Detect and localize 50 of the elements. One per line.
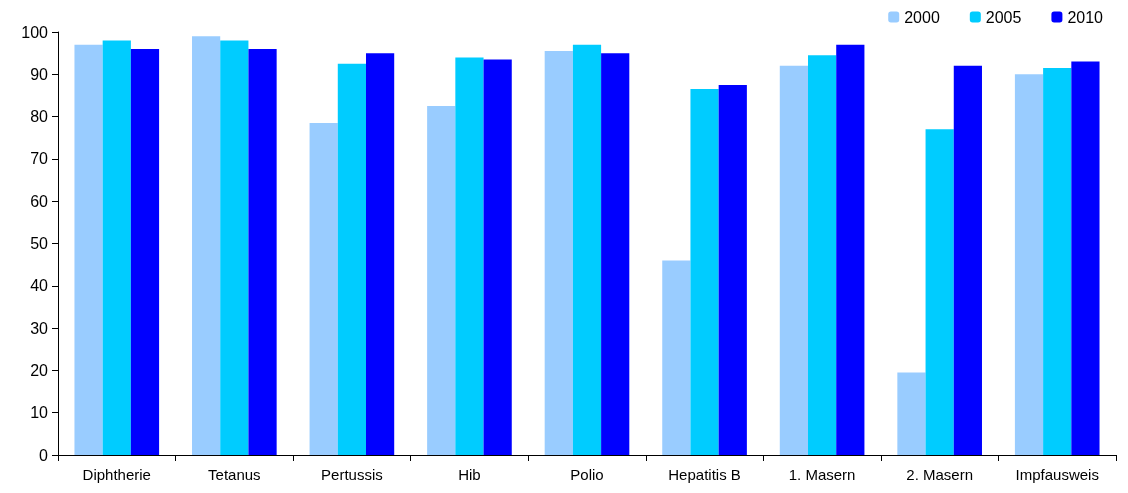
bar (662, 260, 691, 455)
bar (248, 48, 277, 455)
bar (1043, 67, 1072, 455)
bar (925, 129, 954, 455)
y-tick-label: 20 (30, 361, 49, 379)
bar (309, 122, 338, 455)
bar (427, 106, 456, 455)
x-tick-label: 2. Masern (906, 466, 974, 483)
y-tick-label: 70 (30, 150, 49, 168)
bar (953, 65, 982, 455)
x-tick-label: Hib (458, 466, 481, 483)
x-tick-label: Hepatitis B (668, 466, 741, 483)
bar (130, 48, 160, 455)
y-tick-label: 90 (30, 65, 49, 83)
bar (366, 53, 395, 455)
bar (808, 55, 837, 455)
y-tick-label: 60 (30, 192, 49, 210)
bar (483, 59, 512, 455)
bar (572, 44, 602, 455)
y-tick-label: 0 (39, 446, 49, 464)
bar (779, 65, 808, 455)
legend-label: 2010 (1067, 8, 1104, 26)
bar (192, 36, 221, 455)
y-tick-label: 100 (21, 23, 49, 41)
bar (220, 40, 249, 455)
y-tick-label: 80 (30, 108, 49, 126)
y-tick-label: 10 (30, 404, 49, 422)
x-tick-label: Tetanus (208, 466, 261, 483)
x-tick-label: Diphtherie (82, 466, 151, 483)
x-tick-label: Impfausweis (1015, 466, 1099, 483)
x-tick-label: Polio (570, 466, 604, 483)
bar (544, 51, 573, 455)
y-tick-label: 30 (30, 319, 49, 337)
bar (74, 44, 103, 455)
legend-label: 2000 (904, 8, 940, 26)
y-tick-label: 50 (30, 235, 49, 252)
bar (102, 40, 131, 455)
x-tick-label: 1. Masern (788, 466, 856, 483)
bar (690, 89, 719, 455)
legend-label: 2005 (985, 8, 1022, 26)
bar (836, 44, 865, 455)
bar (718, 84, 747, 455)
bar (455, 57, 484, 455)
y-tick-label: 40 (30, 277, 49, 295)
x-tick-label: Pertussis (321, 466, 383, 483)
bar (897, 372, 926, 455)
bar (337, 63, 366, 455)
bar (1014, 74, 1044, 455)
bar (601, 53, 630, 455)
bar (1071, 61, 1100, 455)
